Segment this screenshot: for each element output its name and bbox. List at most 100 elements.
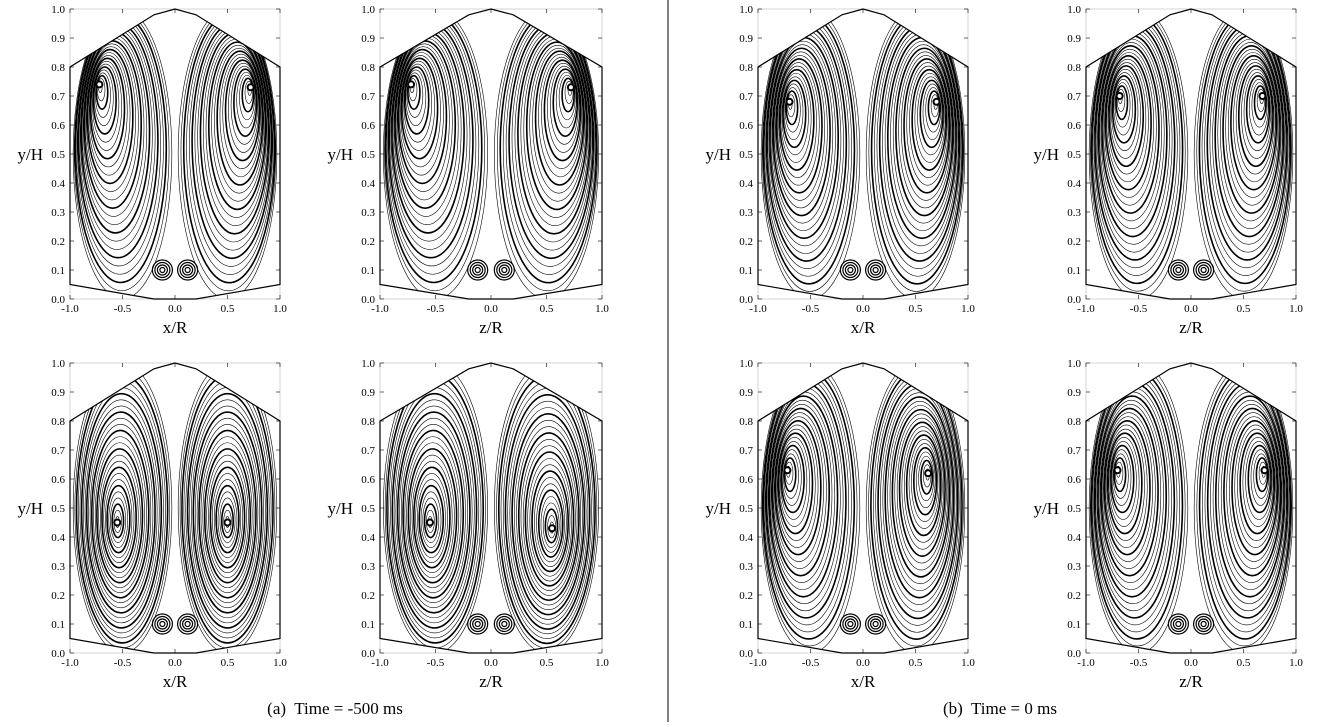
streamline: [547, 62, 580, 153]
y-tick-label: 0.4: [51, 178, 65, 190]
x-tick-label: 0.5: [1237, 303, 1251, 315]
streamline: [97, 78, 106, 102]
streamline: [222, 56, 261, 170]
y-tick-label: 0.0: [739, 648, 753, 660]
streamline: [770, 403, 833, 584]
streamline: [179, 261, 196, 279]
streamline: [1220, 403, 1283, 584]
streamline: [1101, 45, 1160, 214]
streamline: [882, 392, 956, 605]
streamline: [1111, 449, 1132, 506]
streamline: [542, 502, 560, 548]
x-tick-label: 1.0: [273, 303, 287, 315]
streamline: [903, 430, 943, 543]
y-tick-label: 0.9: [51, 387, 65, 399]
streamline: [864, 259, 887, 281]
streamline: [777, 432, 814, 535]
y-tick-label: 0.6: [361, 474, 375, 486]
y-tick-label: 1.0: [361, 4, 375, 16]
streamline: [540, 496, 562, 553]
x-tick-label: -0.5: [114, 657, 132, 669]
streamline: [1100, 407, 1159, 577]
streamline: [411, 460, 453, 573]
streamline: [1225, 48, 1280, 206]
streamline: [219, 53, 263, 178]
streamline: [1255, 457, 1269, 493]
streamline: [1197, 264, 1210, 276]
y-tick-label: 0.4: [739, 178, 753, 190]
streamline: [399, 52, 444, 176]
streamline: [106, 484, 131, 554]
y-tick-label: 0.0: [51, 648, 65, 660]
streamline: [407, 448, 458, 584]
streamline: [156, 618, 168, 630]
y-tick-label: 0.1: [361, 619, 375, 631]
streamline: [98, 454, 141, 579]
streamline: [1113, 78, 1134, 136]
streamline: [391, 31, 465, 234]
streamline: [561, 77, 575, 113]
streamline: [770, 40, 836, 232]
streamline: [913, 446, 938, 516]
streamline: [775, 55, 825, 201]
streamline: [239, 74, 255, 121]
streamline: [403, 66, 430, 135]
y-tick-label: 0.6: [1067, 474, 1081, 486]
y-tick-label: 0.6: [739, 120, 753, 132]
y-tick-label: 0.8: [739, 62, 753, 74]
y-tick-label: 0.3: [361, 561, 375, 573]
streamline: [418, 484, 445, 554]
streamline: [186, 392, 269, 629]
streamline: [1103, 419, 1151, 556]
streamline: [1109, 68, 1141, 159]
x-tick-label: -1.0: [371, 657, 389, 669]
vortex-eye: [548, 524, 557, 533]
streamline: [1175, 620, 1182, 628]
streamline: [1245, 441, 1273, 520]
streamline: [925, 87, 942, 133]
streamline: [1239, 432, 1276, 535]
y-tick-label: 0.5: [51, 503, 65, 515]
streamline: [496, 261, 513, 279]
streamline: [537, 489, 564, 558]
streamline: [498, 264, 510, 276]
streamline: [1220, 42, 1282, 222]
streamline: [887, 400, 953, 592]
x-tick-label: 0.0: [856, 657, 870, 669]
streamline: [405, 69, 427, 126]
streamline: [92, 63, 120, 143]
streamline: [1111, 72, 1139, 151]
streamline: [184, 266, 191, 274]
streamline: [1226, 412, 1281, 569]
streamline: [1195, 615, 1212, 633]
streamline: [151, 259, 173, 281]
vortex-eye: [566, 83, 575, 92]
vortex-eye: [1113, 466, 1122, 475]
streamline: [189, 399, 266, 624]
x-tick-label: 0.5: [540, 303, 554, 315]
streamline: [905, 434, 942, 537]
x-tick-label: -1.0: [1077, 657, 1095, 669]
streamline: [847, 620, 854, 628]
x-tick-label: 1.0: [1289, 657, 1303, 669]
y-tick-label: 0.4: [739, 532, 753, 544]
streamline: [911, 443, 939, 522]
streamline: [771, 407, 830, 577]
streamline: [1106, 58, 1149, 183]
streamline: [1167, 259, 1190, 281]
streamline: [842, 615, 859, 633]
y-tick-label: 0.5: [51, 149, 65, 161]
streamline: [517, 432, 580, 602]
y-tick-label: 0.7: [51, 445, 65, 457]
streamline: [1245, 75, 1271, 144]
streamline: [177, 259, 199, 281]
y-tick-label: 0.3: [739, 561, 753, 573]
streamline: [787, 94, 796, 118]
y-tick-label: 0.5: [1067, 503, 1081, 515]
vortex-eye: [425, 518, 434, 527]
x-tick-label: 1.0: [961, 657, 975, 669]
streamline: [214, 47, 265, 194]
streamline: [839, 259, 862, 281]
streamline: [192, 411, 263, 614]
streamline: [391, 392, 478, 629]
